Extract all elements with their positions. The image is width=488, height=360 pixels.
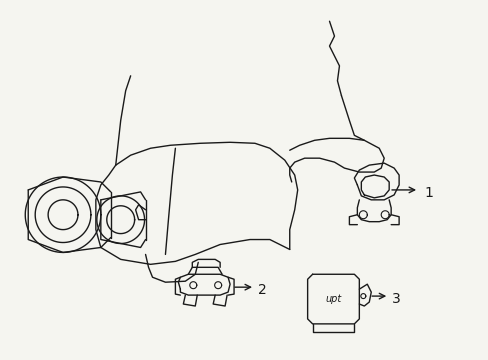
Text: 3: 3 (391, 292, 400, 306)
Text: upt: upt (325, 294, 341, 304)
Text: 2: 2 (257, 283, 266, 297)
Text: 1: 1 (423, 186, 432, 200)
